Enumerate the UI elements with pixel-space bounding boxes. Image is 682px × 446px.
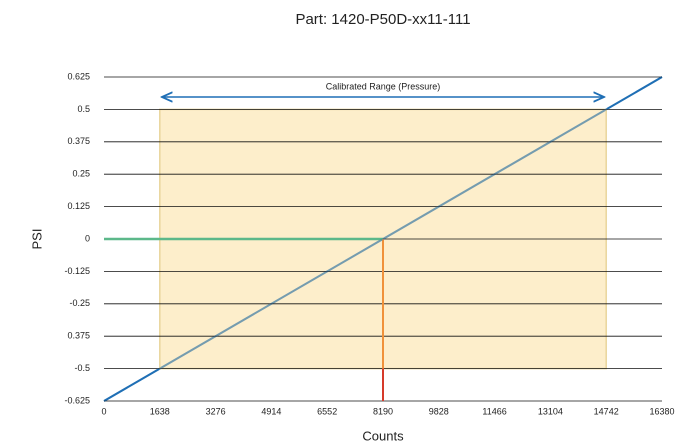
y-tick-label: 0 — [85, 233, 90, 243]
x-tick-label: 6552 — [317, 406, 337, 416]
y-tick-label: 0.25 — [72, 169, 90, 179]
y-tick-label: 0.5 — [77, 104, 90, 114]
y-tick-label: 0.125 — [67, 201, 90, 211]
x-tick-label: 13104 — [538, 406, 563, 416]
x-tick-label: 11466 — [482, 406, 506, 416]
chart-title: Part: 1420-P50D-xx11-111 — [295, 11, 470, 28]
y-tick-label: -0.5 — [74, 363, 90, 373]
range-label: Calibrated Range (Pressure) — [326, 81, 441, 91]
y-tick-label: -0.25 — [69, 298, 90, 308]
x-tick-label: 1638 — [150, 406, 170, 416]
x-tick-label: 9828 — [429, 406, 449, 416]
x-tick-label: 3276 — [206, 406, 226, 416]
x-tick-label: 14742 — [594, 406, 619, 416]
x-tick-label: 4914 — [261, 406, 281, 416]
x-tick-label: 16380 — [649, 406, 674, 416]
x-tick-label: 0 — [101, 406, 106, 416]
y-axis-label: PSI — [29, 229, 44, 250]
y-tick-label: -0.125 — [64, 266, 90, 276]
y-tick-label: 0.375 — [67, 136, 90, 146]
x-tick-label: 8190 — [373, 406, 393, 416]
y-tick-label: -0.625 — [64, 395, 90, 405]
data-line-overlay — [103, 76, 663, 402]
y-tick-label: 0.625 — [67, 71, 90, 81]
y-tick-label: 0.375 — [67, 331, 90, 341]
x-axis-label: Counts — [362, 428, 404, 443]
